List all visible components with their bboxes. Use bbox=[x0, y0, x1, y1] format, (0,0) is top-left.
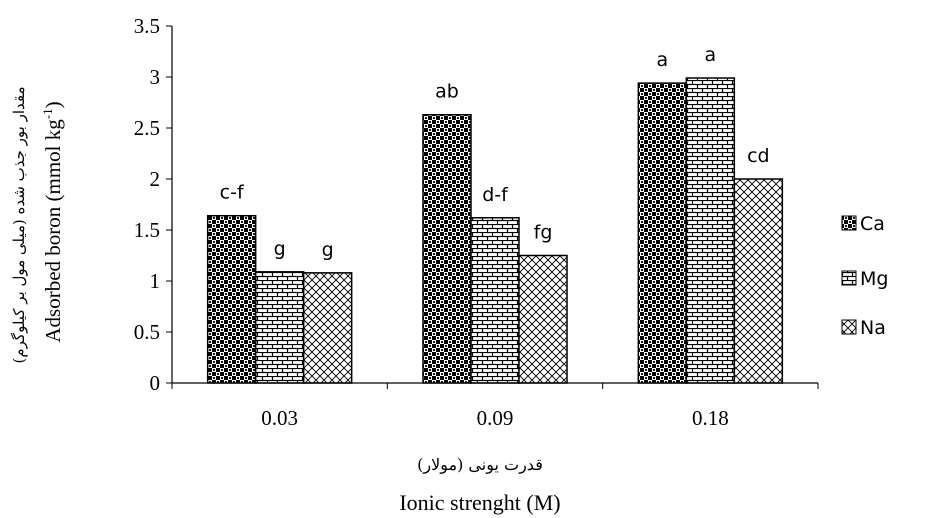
y-axis-title-superscript: -1 bbox=[40, 108, 55, 119]
data-label: fg bbox=[534, 222, 553, 244]
y-axis-title-end: ) bbox=[41, 101, 65, 108]
legend-item-mg: Mg bbox=[841, 268, 888, 290]
bar-ca-0-18 bbox=[637, 82, 688, 384]
x-tick-label: 0.03 bbox=[261, 406, 298, 430]
y-tick-label: 1 bbox=[150, 269, 161, 293]
y-tick-label: 3 bbox=[150, 65, 161, 89]
legend: Ca Mg Na bbox=[841, 213, 888, 339]
bar-mg-0-09 bbox=[470, 217, 520, 384]
legend-swatch-ca bbox=[841, 215, 857, 231]
y-tick-label: 3.5 bbox=[134, 14, 160, 38]
data-label: ab bbox=[435, 81, 459, 103]
legend-item-ca: Ca bbox=[841, 213, 885, 235]
legend-label-na: Na bbox=[860, 317, 886, 339]
bar-na-0-18 bbox=[733, 178, 784, 384]
data-label: a bbox=[657, 49, 669, 71]
y-axis-title-main: Adsorbed boron (mmol kg bbox=[41, 119, 65, 343]
y-tick-label: 0 bbox=[150, 371, 161, 395]
x-tick-label: 0.09 bbox=[477, 406, 514, 430]
data-label: d-f bbox=[482, 184, 509, 206]
y-axis-title-persian: مقدار بور جذب شده (میلی مول بر کیلوگرم) bbox=[10, 87, 28, 364]
legend-swatch-na bbox=[841, 319, 857, 335]
data-label: g bbox=[322, 239, 334, 261]
data-label: a bbox=[705, 44, 717, 66]
y-tick-label: 1.5 bbox=[134, 218, 160, 242]
x-axis-title-persian: قدرت یونی (مولار) bbox=[417, 455, 543, 474]
bar-mg-0-03 bbox=[254, 271, 305, 384]
data-label: c-f bbox=[220, 182, 245, 204]
y-tick-label: 2.5 bbox=[134, 116, 160, 140]
y-axis-title: Adsorbed boron (mmol kg-1) bbox=[40, 101, 65, 342]
data-label: cd bbox=[747, 145, 770, 167]
y-tick-label: 0.5 bbox=[134, 320, 160, 344]
bar-ca-0-09 bbox=[422, 113, 472, 384]
plot-area: 0 0.5 1 1.5 2 2.5 3 3.5 c-f g g 0.03 ab d-f fg 0.09 a a cd… bbox=[134, 14, 819, 430]
x-axis-title: Ionic strenght (M) bbox=[399, 490, 560, 515]
bar-na-0-09 bbox=[518, 254, 568, 384]
bar-ca-0-03 bbox=[206, 214, 257, 384]
bar-na-0-03 bbox=[302, 272, 353, 384]
legend-swatch-mg bbox=[841, 270, 857, 286]
data-label: g bbox=[274, 238, 286, 260]
legend-label-mg: Mg bbox=[860, 268, 888, 290]
x-tick-label: 0.18 bbox=[692, 406, 729, 430]
legend-label-ca: Ca bbox=[860, 213, 885, 235]
bar-mg-0-18 bbox=[685, 77, 736, 384]
y-tick-label: 2 bbox=[150, 167, 161, 191]
legend-item-na: Na bbox=[841, 317, 886, 339]
